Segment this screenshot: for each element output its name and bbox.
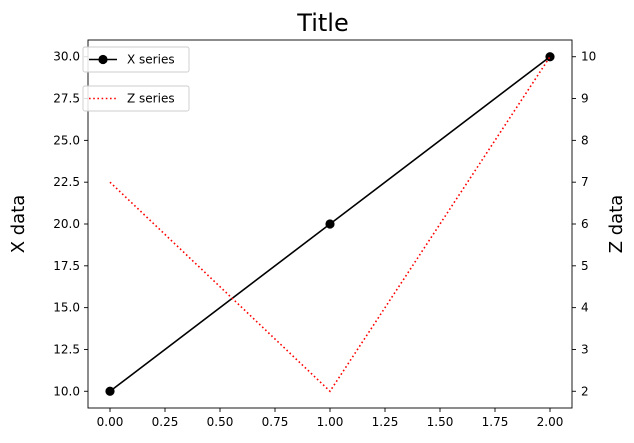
y-tick-label: 12.5 xyxy=(53,342,80,356)
legend-label: X series xyxy=(127,53,175,67)
chart-title: Title xyxy=(296,9,348,37)
y2-tick-label: 4 xyxy=(581,301,589,315)
y-tick-label: 17.5 xyxy=(53,259,80,273)
y2-axis-title: Z data xyxy=(606,195,627,254)
x-tick-label: 0.75 xyxy=(262,415,289,429)
plot-area: 0.00 0.25 0.50 0.75 1.00 1.25 1.50 1.75 2.00 10.0… xyxy=(53,39,596,429)
x-tick-label: 0.00 xyxy=(97,415,124,429)
y-tick-label: 15.0 xyxy=(53,301,80,315)
legend-box xyxy=(82,46,190,73)
y2-tick-label: 10 xyxy=(581,50,596,64)
x-tick-label: 1.75 xyxy=(482,415,509,429)
y2-tick-label: 2 xyxy=(581,384,589,398)
y-tick-label: 25.0 xyxy=(53,133,80,147)
data-point xyxy=(545,52,555,62)
x-tick-label: 2.00 xyxy=(537,415,564,429)
x-tick-label: 1.50 xyxy=(427,415,454,429)
legend-1: X series xyxy=(82,46,190,73)
x-tick-label: 0.50 xyxy=(207,415,234,429)
y-tick-label: 10.0 xyxy=(53,384,80,398)
y-tick-label: 30.0 xyxy=(53,50,80,64)
legend-label: Z series xyxy=(127,92,175,106)
y2-tick-label: 6 xyxy=(581,217,589,231)
y-tick-label: 20.0 xyxy=(53,217,80,231)
y2-tick-label: 7 xyxy=(581,175,589,189)
legend-2: Z series xyxy=(82,85,190,112)
y2-tick-label: 8 xyxy=(581,133,589,147)
data-point xyxy=(105,386,115,396)
y2-tick-label: 3 xyxy=(581,342,589,356)
legend-box xyxy=(82,85,190,112)
legend-marker xyxy=(98,54,108,65)
series-line-2 xyxy=(109,56,551,393)
y2-tick-label: 5 xyxy=(581,259,589,273)
y-axis-title: X data xyxy=(8,195,29,254)
y-tick-label: 27.5 xyxy=(53,92,80,106)
y2-tick-label: 9 xyxy=(581,92,589,106)
data-point xyxy=(325,219,335,229)
x-tick-label: 1.25 xyxy=(372,415,399,429)
x-tick-label: 0.25 xyxy=(152,415,179,429)
y-tick-label: 22.5 xyxy=(53,175,80,189)
x-tick-label: 1.00 xyxy=(317,415,344,429)
